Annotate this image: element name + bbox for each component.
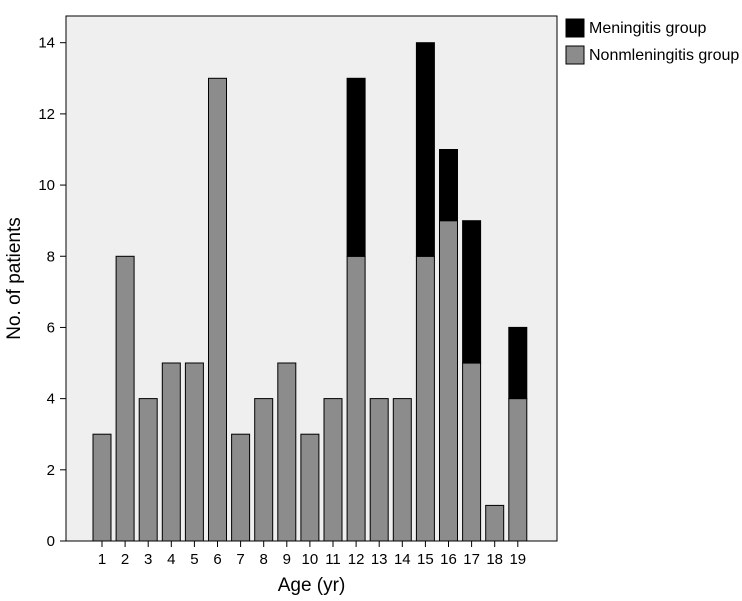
bar-meningitis-17 bbox=[462, 220, 482, 364]
bar-meningitis-19 bbox=[508, 326, 528, 400]
y-tick-label: 12 bbox=[38, 106, 55, 123]
bar-nonmeningitis-6 bbox=[208, 77, 227, 542]
bar-nonmeningitis-8 bbox=[254, 398, 274, 542]
bar-nonmeningitis-7 bbox=[231, 433, 251, 542]
bar-nonmeningitis-3 bbox=[138, 398, 158, 542]
x-tick-label: 16 bbox=[440, 551, 457, 568]
y-tick-label: 4 bbox=[47, 391, 55, 408]
bar-nonmeningitis-16 bbox=[439, 220, 458, 542]
x-tick-label: 7 bbox=[236, 551, 244, 568]
x-tick-label: 4 bbox=[167, 551, 175, 568]
x-tick-label: 14 bbox=[394, 551, 411, 568]
x-tick-label: 13 bbox=[371, 551, 388, 568]
y-tick-label: 0 bbox=[47, 533, 55, 550]
bar-nonmeningitis-1 bbox=[92, 433, 112, 542]
y-tick-label: 6 bbox=[47, 319, 55, 336]
bar-nonmeningitis-10 bbox=[300, 433, 320, 542]
bar-nonmeningitis-5 bbox=[184, 362, 204, 542]
bar-nonmeningitis-12 bbox=[346, 255, 366, 542]
bar-meningitis-16 bbox=[439, 149, 458, 222]
y-tick-label: 8 bbox=[47, 248, 55, 265]
x-tick-label: 5 bbox=[190, 551, 198, 568]
bar-meningitis-12 bbox=[346, 77, 366, 257]
legend-label: Nonmleningitis group bbox=[589, 47, 739, 64]
y-tick-label: 2 bbox=[47, 462, 55, 479]
y-axis-title: No. of patients bbox=[4, 217, 25, 340]
y-tick-label: 10 bbox=[38, 177, 55, 194]
legend-swatch bbox=[565, 45, 585, 65]
bar-nonmeningitis-17 bbox=[462, 362, 482, 542]
bar-nonmeningitis-4 bbox=[161, 362, 181, 542]
x-tick-label: 3 bbox=[144, 551, 152, 568]
bars-group bbox=[92, 42, 528, 542]
x-tick-label: 12 bbox=[348, 551, 365, 568]
x-tick-label: 2 bbox=[121, 551, 129, 568]
bar-meningitis-15 bbox=[415, 42, 435, 257]
bar-nonmeningitis-15 bbox=[415, 255, 435, 542]
x-tick-label: 15 bbox=[417, 551, 434, 568]
x-tick-label: 18 bbox=[486, 551, 503, 568]
bar-nonmeningitis-19 bbox=[508, 398, 528, 542]
legend: Meningitis group Nonmleningitis group bbox=[565, 18, 739, 65]
x-tick-label: 11 bbox=[325, 551, 341, 568]
x-tick-label: 10 bbox=[302, 551, 319, 568]
bar-nonmeningitis-18 bbox=[485, 504, 505, 542]
legend-label: Meningitis group bbox=[589, 20, 707, 37]
x-tick-label: 6 bbox=[213, 551, 221, 568]
bar-nonmeningitis-14 bbox=[392, 398, 412, 542]
x-tick-label: 1 bbox=[98, 551, 106, 568]
y-tick-label: 14 bbox=[38, 35, 55, 52]
bar-nonmeningitis-9 bbox=[277, 362, 297, 542]
x-tick-label: 17 bbox=[463, 551, 480, 568]
x-axis-title: Age (yr) bbox=[278, 575, 346, 596]
x-tick-label: 19 bbox=[509, 551, 526, 568]
x-tick-label: 8 bbox=[260, 551, 268, 568]
x-tick-label: 9 bbox=[283, 551, 291, 568]
legend-swatch bbox=[565, 18, 585, 38]
bar-nonmeningitis-2 bbox=[115, 255, 135, 542]
bar-nonmeningitis-13 bbox=[369, 398, 389, 542]
bar-nonmeningitis-11 bbox=[323, 398, 343, 542]
